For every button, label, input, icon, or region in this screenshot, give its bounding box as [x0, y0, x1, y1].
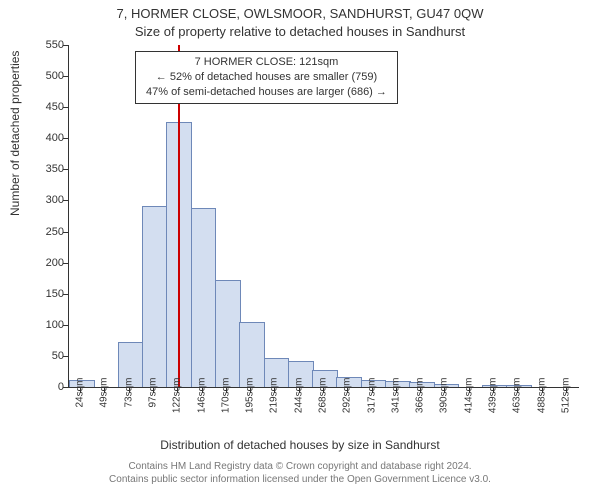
annotation-line: 7 HORMER CLOSE: 121sqm — [146, 55, 387, 70]
chart-container: 7, HORMER CLOSE, OWLSMOOR, SANDHURST, GU… — [0, 0, 600, 500]
x-tick-label: 49sqm — [99, 378, 110, 418]
y-tick-mark — [63, 232, 68, 233]
x-tick-mark — [274, 388, 275, 393]
annotation-box: 7 HORMER CLOSE: 121sqm← 52% of detached … — [135, 51, 398, 104]
annotation-line: 47% of semi-detached houses are larger (… — [146, 85, 387, 100]
y-tick-label: 300 — [46, 194, 64, 206]
x-tick-mark — [444, 388, 445, 393]
x-tick-label: 219sqm — [269, 378, 280, 418]
y-tick-mark — [63, 356, 68, 357]
x-tick-label: 122sqm — [172, 378, 183, 418]
x-tick-label: 24sqm — [75, 378, 86, 418]
x-tick-mark — [202, 388, 203, 393]
histogram-bar — [142, 206, 168, 387]
y-tick-mark — [63, 76, 68, 77]
y-tick-label: 150 — [46, 288, 64, 300]
x-tick-label: 414sqm — [463, 378, 474, 418]
y-tick-mark — [63, 107, 68, 108]
x-tick-label: 512sqm — [560, 378, 571, 418]
y-tick-mark — [63, 294, 68, 295]
y-tick-mark — [63, 138, 68, 139]
x-tick-mark — [493, 388, 494, 393]
y-tick-label: 500 — [46, 70, 64, 82]
x-tick-label: 439sqm — [488, 378, 499, 418]
x-tick-mark — [299, 388, 300, 393]
y-tick-label: 250 — [46, 226, 64, 238]
x-tick-mark — [420, 388, 421, 393]
x-tick-label: 463sqm — [512, 378, 523, 418]
x-tick-label: 170sqm — [220, 378, 231, 418]
y-tick-label: 400 — [46, 132, 64, 144]
x-tick-mark — [372, 388, 373, 393]
x-tick-label: 488sqm — [536, 378, 547, 418]
x-tick-label: 317sqm — [366, 378, 377, 418]
x-tick-mark — [323, 388, 324, 393]
x-tick-label: 195sqm — [245, 378, 256, 418]
y-tick-label: 450 — [46, 101, 64, 113]
title-line-1: 7, HORMER CLOSE, OWLSMOOR, SANDHURST, GU… — [0, 6, 600, 21]
x-tick-mark — [347, 388, 348, 393]
x-tick-mark — [226, 388, 227, 393]
x-tick-label: 341sqm — [390, 378, 401, 418]
x-tick-mark — [80, 388, 81, 393]
y-axis-label: Number of detached properties — [8, 51, 22, 216]
y-tick-label: 200 — [46, 257, 64, 269]
x-tick-label: 146sqm — [196, 378, 207, 418]
x-tick-mark — [517, 388, 518, 393]
x-tick-mark — [129, 388, 130, 393]
y-tick-mark — [63, 387, 68, 388]
footer-attribution: Contains HM Land Registry data © Crown c… — [14, 460, 586, 486]
x-tick-mark — [469, 388, 470, 393]
x-tick-label: 390sqm — [439, 378, 450, 418]
footer-line-2: Contains public sector information licen… — [14, 473, 586, 486]
x-tick-label: 292sqm — [342, 378, 353, 418]
y-tick-mark — [63, 169, 68, 170]
x-tick-label: 268sqm — [318, 378, 329, 418]
y-tick-mark — [63, 200, 68, 201]
y-tick-mark — [63, 325, 68, 326]
x-tick-mark — [104, 388, 105, 393]
x-tick-mark — [250, 388, 251, 393]
x-tick-mark — [566, 388, 567, 393]
x-tick-label: 366sqm — [415, 378, 426, 418]
x-tick-mark — [542, 388, 543, 393]
x-tick-label: 97sqm — [148, 378, 159, 418]
annotation-line: ← 52% of detached houses are smaller (75… — [146, 70, 387, 85]
histogram-bar — [191, 208, 217, 387]
y-tick-mark — [63, 45, 68, 46]
x-tick-mark — [153, 388, 154, 393]
y-tick-mark — [63, 263, 68, 264]
footer-line-1: Contains HM Land Registry data © Crown c… — [14, 460, 586, 473]
title-line-2: Size of property relative to detached ho… — [0, 24, 600, 39]
y-tick-label: 350 — [46, 163, 64, 175]
x-tick-label: 73sqm — [123, 378, 134, 418]
y-tick-label: 550 — [46, 39, 64, 51]
y-tick-label: 100 — [46, 319, 64, 331]
x-tick-mark — [177, 388, 178, 393]
x-tick-label: 244sqm — [293, 378, 304, 418]
histogram-bar — [215, 280, 241, 387]
x-tick-mark — [396, 388, 397, 393]
x-axis-label: Distribution of detached houses by size … — [0, 438, 600, 452]
